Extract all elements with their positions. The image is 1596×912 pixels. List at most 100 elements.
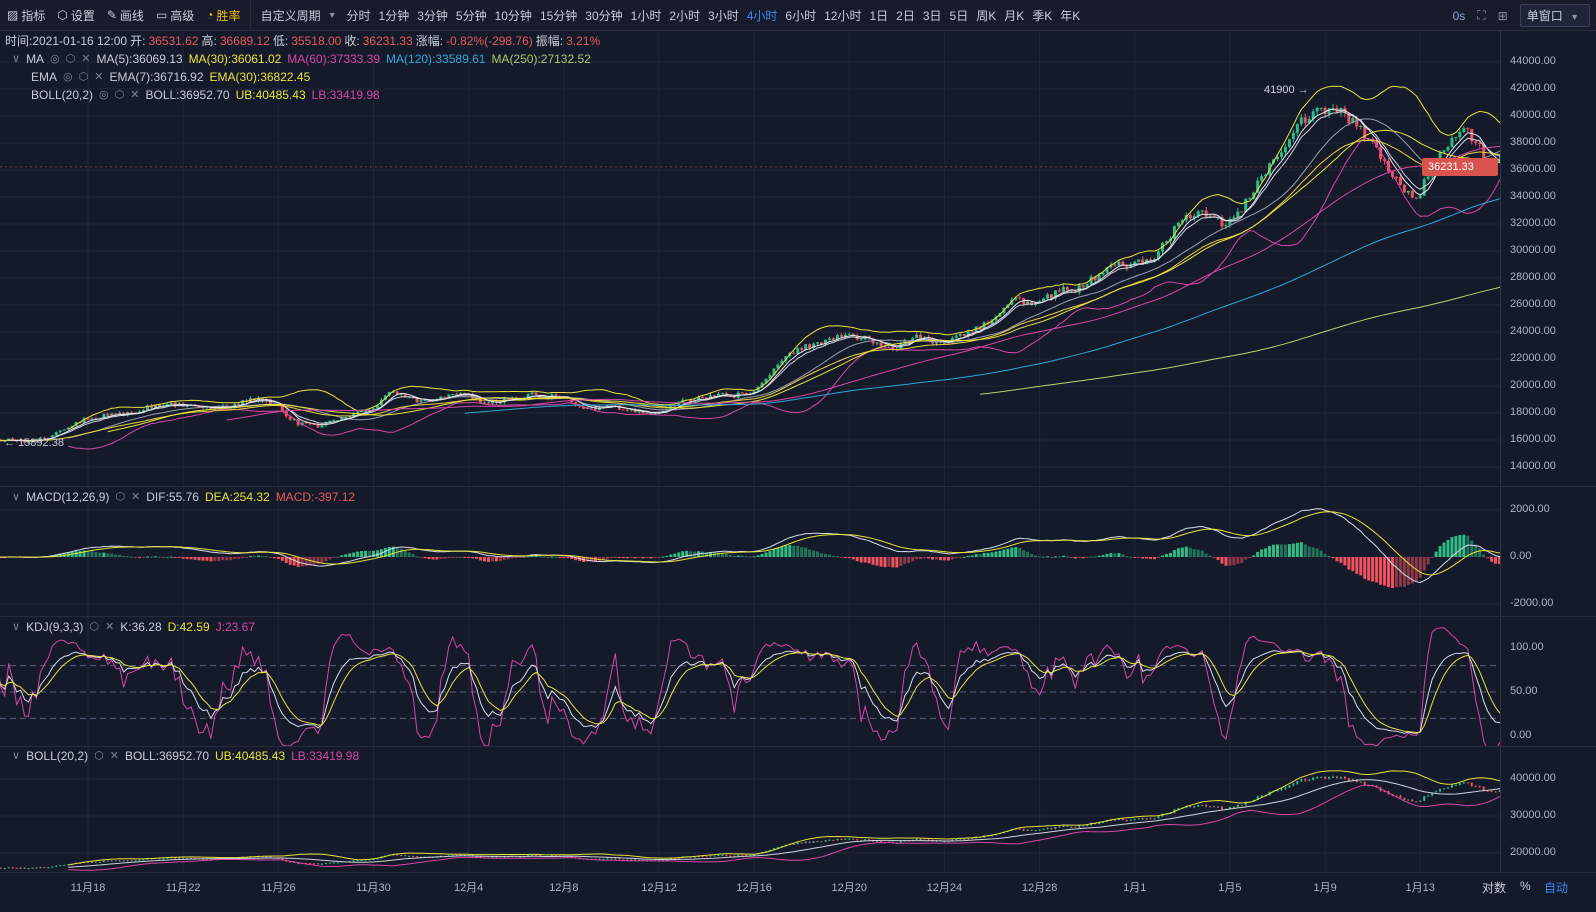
auto-scale-toggle[interactable]: 自动 bbox=[1544, 881, 1569, 895]
kdj-chart[interactable] bbox=[0, 617, 1500, 747]
macd-histogram-bar bbox=[843, 557, 847, 558]
macd-histogram-bar bbox=[1232, 557, 1236, 566]
win-rate-button[interactable]: ◔ 胜率 bbox=[206, 8, 241, 23]
period-tab[interactable]: 周K bbox=[976, 8, 997, 23]
custom-period-dropdown[interactable]: 自定义周期 ▼ bbox=[260, 8, 337, 23]
kdj-pane[interactable]: ∨ KDJ(9,3,3) ⬡ ✕ K:36.28 D:42.59 J:23.67 bbox=[0, 617, 1596, 747]
candle-body bbox=[490, 399, 494, 404]
close-icon[interactable]: ✕ bbox=[131, 491, 141, 503]
boll-chart[interactable] bbox=[0, 747, 1500, 873]
period-tab[interactable]: 1小时 bbox=[630, 8, 662, 23]
candle-body bbox=[697, 396, 701, 401]
settings-icon[interactable]: ⬡ bbox=[114, 89, 125, 101]
collapse-chevron-icon[interactable]: ∨ bbox=[12, 750, 21, 762]
candle-body bbox=[1446, 787, 1449, 789]
settings-icon[interactable]: ⬡ bbox=[78, 71, 89, 83]
collapse-chevron-icon[interactable]: ∨ bbox=[12, 621, 21, 633]
period-tab[interactable]: 年K bbox=[1060, 8, 1081, 23]
period-tab[interactable]: 10分钟 bbox=[494, 8, 532, 23]
period-tab[interactable]: 2日 bbox=[896, 8, 915, 23]
candle-body bbox=[439, 396, 443, 400]
fullscreen-icon[interactable]: ⛶ bbox=[1477, 8, 1486, 22]
macd-histogram-bar bbox=[744, 556, 748, 558]
close-icon[interactable]: ✕ bbox=[105, 621, 115, 633]
period-tab[interactable]: 1日 bbox=[869, 8, 889, 23]
collapse-chevron-icon[interactable]: ∨ bbox=[12, 53, 21, 65]
settings-icon[interactable]: ⬡ bbox=[65, 53, 76, 65]
candle-body bbox=[638, 859, 641, 861]
candle-body bbox=[178, 857, 181, 859]
candle-body bbox=[1133, 818, 1136, 820]
candle-body bbox=[946, 342, 950, 344]
macd-pane[interactable]: ∨ MACD(12,26,9) ⬡ ✕ DIF:55.76 DEA:254.32 MA… bbox=[0, 487, 1596, 617]
candle-body bbox=[1403, 797, 1406, 800]
macd-histogram-bar bbox=[1422, 557, 1426, 571]
close-icon[interactable]: ✕ bbox=[130, 89, 140, 101]
candle-body bbox=[899, 841, 902, 843]
close-icon[interactable]: ✕ bbox=[81, 53, 91, 65]
add-window-icon[interactable]: ⊞ bbox=[1497, 8, 1508, 23]
candle-body bbox=[1121, 261, 1125, 266]
period-tab[interactable]: 12小时 bbox=[824, 8, 862, 23]
macd-histogram-bar bbox=[229, 557, 233, 561]
macd-histogram-bar bbox=[1490, 557, 1494, 562]
macd-histogram-bar bbox=[1410, 557, 1414, 584]
eye-icon[interactable]: ◎ bbox=[50, 53, 60, 65]
period-tab[interactable]: 3小时 bbox=[708, 8, 739, 23]
ma250-line bbox=[980, 286, 1500, 395]
period-tab[interactable]: 季K bbox=[1032, 8, 1053, 23]
macd-histogram-bar bbox=[1046, 556, 1050, 558]
period-tab[interactable]: 30分钟 bbox=[585, 8, 623, 23]
percent-scale-toggle[interactable]: % bbox=[1520, 879, 1531, 893]
candle-body bbox=[447, 855, 450, 857]
time-axis[interactable]: 对数 % 自动 11月18 11月22 11月26 11月30 12月4 12月8 12月1… bbox=[0, 873, 1596, 912]
kdj-axis[interactable] bbox=[1500, 617, 1596, 746]
candle-body bbox=[808, 841, 811, 843]
candle-body bbox=[823, 339, 827, 345]
log-scale-toggle[interactable]: 对数 bbox=[1482, 881, 1507, 895]
collapse-chevron-icon[interactable]: ∨ bbox=[12, 491, 21, 503]
settings-icon[interactable]: ⬡ bbox=[115, 491, 126, 503]
period-tab[interactable]: 月K bbox=[1004, 8, 1025, 23]
window-mode-dropdown[interactable]: 单窗口 ▼ bbox=[1519, 4, 1590, 27]
axis-tick-label: 28000.00 bbox=[1510, 271, 1556, 283]
candle-body bbox=[1213, 806, 1216, 808]
settings-button[interactable]: ⬡ 设置 bbox=[57, 8, 95, 23]
candle-body bbox=[304, 422, 308, 424]
macd-axis[interactable] bbox=[1500, 487, 1596, 616]
boll-upper-line bbox=[68, 770, 1500, 866]
period-tab[interactable]: 4小时 bbox=[746, 8, 778, 23]
boll-axis[interactable] bbox=[1500, 747, 1596, 872]
candle-body bbox=[796, 348, 800, 354]
eye-icon[interactable]: ◎ bbox=[99, 89, 109, 101]
settings-icon[interactable]: ⬡ bbox=[89, 621, 100, 633]
indicators-button[interactable]: ▨ 指标 bbox=[7, 8, 46, 23]
draw-line-button[interactable]: ✎ 画线 bbox=[106, 8, 144, 23]
macd-histogram-bar bbox=[1125, 556, 1129, 558]
macd-histogram-bar bbox=[915, 557, 919, 560]
period-tab[interactable]: 1分钟 bbox=[378, 8, 410, 23]
close-icon[interactable]: ✕ bbox=[109, 750, 119, 762]
period-tab[interactable]: 3日 bbox=[922, 8, 942, 23]
settings-icon[interactable]: ⬡ bbox=[94, 750, 104, 762]
period-tab[interactable]: 15分钟 bbox=[539, 8, 578, 23]
period-tab[interactable]: 5分钟 bbox=[455, 8, 487, 23]
macd-chart[interactable] bbox=[0, 487, 1500, 617]
candle-body bbox=[1418, 195, 1422, 199]
close-icon[interactable]: ✕ bbox=[94, 71, 104, 83]
candle-body bbox=[820, 342, 824, 345]
price-chart[interactable] bbox=[0, 31, 1500, 487]
boll-pane[interactable]: ∨ BOLL(20,2) ⬡ ✕ BOLL:36952.70 UB:40485.43… bbox=[0, 747, 1596, 873]
price-axis[interactable] bbox=[1500, 31, 1596, 486]
eye-icon[interactable]: ◎ bbox=[63, 71, 73, 83]
candle-body bbox=[237, 403, 241, 406]
period-tab[interactable]: 5日 bbox=[949, 8, 969, 23]
main-price-pane[interactable]: 时间:2021-01-16 12:00 开: 36531.62 高: 36689.1… bbox=[0, 31, 1596, 487]
period-tab[interactable]: 分时 bbox=[346, 8, 371, 23]
macd-histogram-bar bbox=[772, 549, 776, 557]
period-tab[interactable]: 2小时 bbox=[669, 8, 701, 23]
period-tab[interactable]: 3分钟 bbox=[417, 8, 448, 23]
candle-body bbox=[1454, 784, 1457, 786]
advanced-button[interactable]: ▭ 高级 bbox=[155, 8, 195, 23]
period-tab[interactable]: 6小时 bbox=[785, 8, 817, 23]
